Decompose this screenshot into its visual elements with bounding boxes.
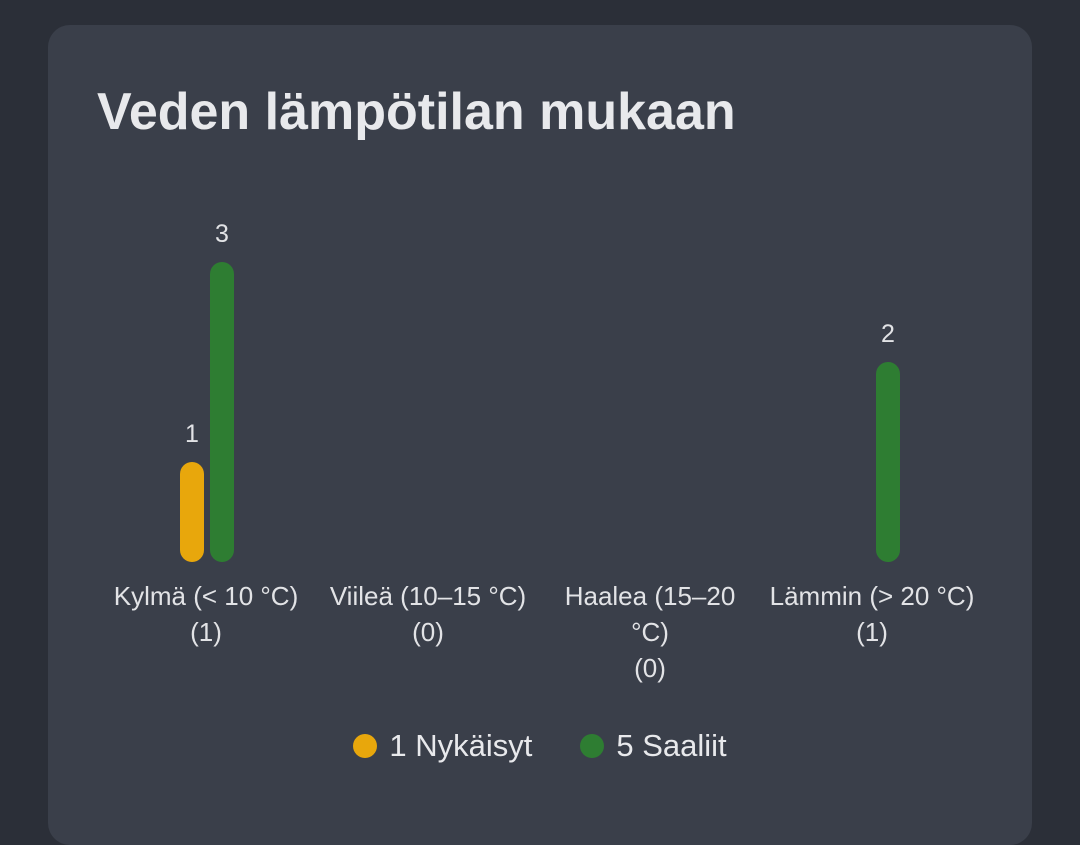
data-label: 3	[215, 220, 229, 248]
category-name: Lämmin (> 20 °C)	[769, 581, 975, 611]
category-label: Haalea (15–20 °C) (0)	[544, 578, 756, 686]
category-note: (1)	[190, 617, 222, 647]
bar	[210, 262, 234, 562]
category-label: Viileä (10–15 °C) (0)	[322, 578, 534, 650]
category-label: Lämmin (> 20 °C) (1)	[766, 578, 978, 650]
bar	[180, 462, 204, 562]
chart: 1 3 2	[180, 220, 900, 562]
legend-label: 1 Nykäisyt	[389, 728, 533, 763]
category-note: (0)	[412, 617, 444, 647]
legend-swatch	[353, 734, 378, 758]
legend-label: 5 Saaliit	[616, 728, 727, 763]
category-note: (0)	[634, 653, 666, 683]
legend-item: 5 Saaliit	[580, 728, 727, 764]
category-label: Kylmä (< 10 °C) (1)	[100, 578, 312, 650]
category-name: Viileä (10–15 °C)	[329, 581, 527, 611]
page: Veden lämpötilan mukaan 1 3 2 Kylmä (< 10 …	[0, 25, 1080, 845]
legend-item: 1 Nykäisyt	[353, 728, 532, 764]
category-name: Kylmä (< 10 °C)	[113, 581, 299, 611]
chart-title: Veden lämpötilan mukaan	[97, 83, 736, 141]
bar	[876, 362, 900, 562]
legend: 1 Nykäisyt 5 Saaliit	[0, 728, 1080, 764]
category-name: Haalea (15–20 °C)	[564, 581, 736, 647]
category-note: (1)	[856, 617, 888, 647]
legend-swatch	[580, 734, 605, 758]
data-label: 2	[881, 320, 895, 348]
data-label: 1	[185, 420, 199, 448]
